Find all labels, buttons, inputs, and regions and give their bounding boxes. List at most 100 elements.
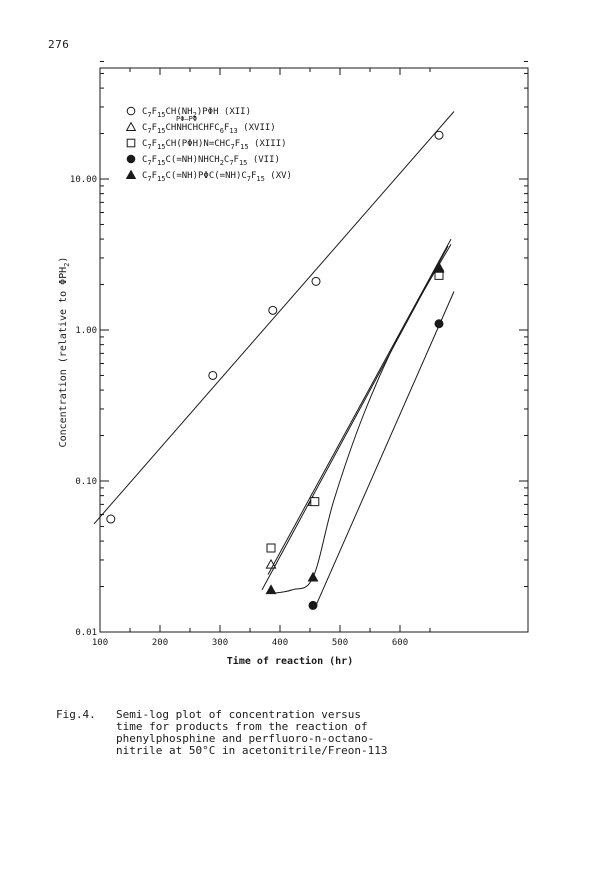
legend-label-part: F (251, 171, 256, 181)
legend-label-part: F (152, 123, 157, 133)
y-tick-label: 10.00 (70, 175, 97, 185)
marker-open-circle (126, 106, 136, 116)
marker-filled-triangle (433, 262, 445, 273)
legend-label-part: 15 (157, 175, 165, 183)
y-tick-label: 0.01 (75, 628, 97, 638)
legend-label-part: 15 (256, 175, 264, 183)
legend: C7F15CH(NH2)PΦH (XII)C7F15CHNHCHCHFC6F13… (125, 106, 292, 183)
legend-label-part: 15 (157, 111, 165, 119)
legend-label-part: F (224, 123, 229, 133)
caption-line: time for products from the reaction of (116, 720, 368, 733)
legend-label-part: C (142, 139, 147, 149)
legend-label-part: F (152, 139, 157, 149)
marker-open-circle (268, 305, 278, 315)
legend-label-part: 15 (240, 143, 248, 151)
x-tick-label: 500 (332, 638, 348, 648)
legend-label-part: 2 (193, 111, 197, 119)
legend-bridge-label: PΦ—PΦ (176, 115, 197, 123)
legend-label-part: 7 (231, 143, 235, 151)
y-axis-label-subscript: 2 (63, 263, 71, 267)
y-axis-label: Concentration (relative to ΦPH2) (58, 257, 71, 448)
x-tick-label: 600 (392, 638, 408, 648)
legend-label-part: C (142, 123, 147, 133)
marker-open-circle (311, 276, 321, 286)
marker-open-triangle (125, 121, 137, 131)
legend-label-part: (XIII) (249, 139, 287, 149)
fit-line (93, 111, 455, 525)
legend-label-part: F (152, 171, 157, 181)
legend-label-part: 7 (147, 175, 151, 183)
caption-line: nitrile at 50°C in acetonitrile/Freon-11… (116, 744, 388, 757)
marker-filled-triangle (265, 584, 277, 595)
legend-label-part: CH(NH (166, 107, 193, 117)
y-tick-label: 0.10 (75, 477, 97, 487)
fit-line (270, 243, 452, 594)
data-points (106, 130, 445, 610)
x-tick-label: 100 (92, 638, 108, 648)
y-tick-label: 1.00 (75, 326, 97, 336)
marker-open-circle (208, 370, 218, 380)
axis-ticks: 100 200 300 400 500 600 0.01 0.10 1.00 10.00 (70, 60, 528, 648)
legend-label-part: 15 (157, 143, 165, 151)
legend-label-part: 7 (147, 143, 151, 151)
x-tick-label: 400 (272, 638, 288, 648)
legend-entry-label: C7F15C(=NH)NHCH2C7F15 (VII) (142, 155, 280, 167)
marker-filled-circle (126, 154, 136, 164)
legend-entry-label: C7F15CH(PΦH)N=CHC7F15 (XIII) (142, 139, 287, 151)
legend-label-part: C (142, 171, 147, 181)
legend-label-part: 7 (147, 127, 151, 135)
legend-label-part: F (235, 139, 240, 149)
legend-entry-label: C7F15CHNHCHCHFC6F13 (XVII) (142, 123, 276, 135)
marker-open-circle (106, 514, 116, 524)
legend-label-part: CHNHCHCHFC (166, 123, 220, 133)
marker-filled-circle (434, 319, 444, 329)
legend-label-part: 7 (147, 159, 151, 167)
legend-label-part: C (224, 155, 229, 165)
fit-line (267, 238, 452, 575)
legend-label-part: C (142, 107, 147, 117)
marker-filled-triangle (125, 169, 137, 179)
legend-label-part: 6 (220, 127, 224, 135)
marker-open-circle (434, 130, 444, 140)
legend-label-part: C (142, 155, 147, 165)
x-axis-label: Time of reaction (hr) (227, 655, 353, 667)
legend-label-part: 13 (229, 127, 237, 135)
fit-line (315, 291, 455, 606)
caption-line: phenylphosphine and perfluoro-n-octano- (116, 732, 375, 745)
legend-entry-label: C7F15C(=NH)PΦC(=NH)C7F15 (XV) (142, 171, 292, 183)
marker-filled-circle (308, 600, 318, 610)
y-axis-label-main: Concentration (relative to ΦPH (58, 267, 69, 448)
legend-label-part: C(=NH)NHCH (166, 155, 220, 165)
legend-label-part: 7 (229, 159, 233, 167)
marker-open-triangle (265, 558, 277, 569)
legend-label-part: F (152, 155, 157, 165)
legend-entry-label: C7F15CH(NH2)PΦH (XII) (142, 107, 251, 119)
legend-label-part: F (234, 155, 239, 165)
legend-label-part: (XV) (265, 171, 292, 181)
legend-label-part: 15 (157, 159, 165, 167)
figure-label: Fig.4. (56, 708, 96, 721)
legend-label-part: (VII) (247, 155, 280, 165)
legend-label-part: 7 (247, 175, 251, 183)
page-number: 276 (48, 38, 70, 51)
legend-label-part: C(=NH)PΦC(=NH)C (166, 171, 247, 181)
legend-label-part: )PΦH (XII) (197, 107, 251, 117)
y-axis-label-close: ) (58, 257, 69, 263)
marker-filled-triangle (307, 571, 319, 582)
fit-lines (93, 111, 455, 606)
legend-label-part: 15 (157, 127, 165, 135)
marker-open-square (310, 497, 320, 507)
legend-label-part: 2 (220, 159, 224, 167)
legend-label-part: CH(PΦH)N=CHC (166, 139, 231, 149)
legend-label-part: 7 (147, 111, 151, 119)
marker-open-square (126, 138, 136, 148)
legend-label-part: (XVII) (238, 123, 276, 133)
caption-line: Semi-log plot of concentration versus (116, 708, 362, 721)
marker-open-square (266, 543, 276, 553)
caption-text: Semi-log plot of concentration versus ti… (116, 709, 476, 757)
legend-label-part: F (152, 107, 157, 117)
legend-label-part: 15 (239, 159, 247, 167)
x-tick-label: 300 (212, 638, 228, 648)
x-tick-label: 200 (152, 638, 168, 648)
